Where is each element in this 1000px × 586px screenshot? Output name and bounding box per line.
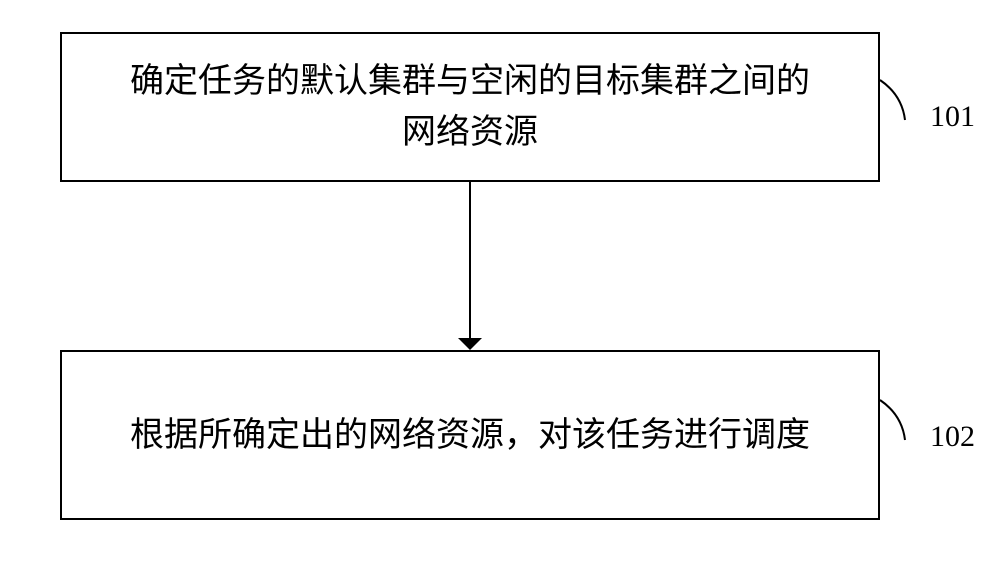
flowchart-canvas: 确定任务的默认集群与空闲的目标集群之间的 网络资源 101 根据所确定出的网络资… (0, 0, 1000, 586)
flow-step-1: 确定任务的默认集群与空闲的目标集群之间的 网络资源 (60, 32, 880, 182)
label-connector-2-path (880, 400, 905, 440)
label-connector-1-path (880, 80, 905, 120)
flow-arrow-line (469, 182, 471, 338)
flow-step-1-label: 101 (930, 100, 975, 134)
flow-arrow-head (458, 338, 482, 350)
flow-step-2-label: 102 (930, 420, 975, 454)
flow-step-1-text: 确定任务的默认集群与空闲的目标集群之间的 网络资源 (130, 56, 810, 158)
flow-step-2-text: 根据所确定出的网络资源，对该任务进行调度 (130, 410, 810, 461)
flow-step-2: 根据所确定出的网络资源，对该任务进行调度 (60, 350, 880, 520)
